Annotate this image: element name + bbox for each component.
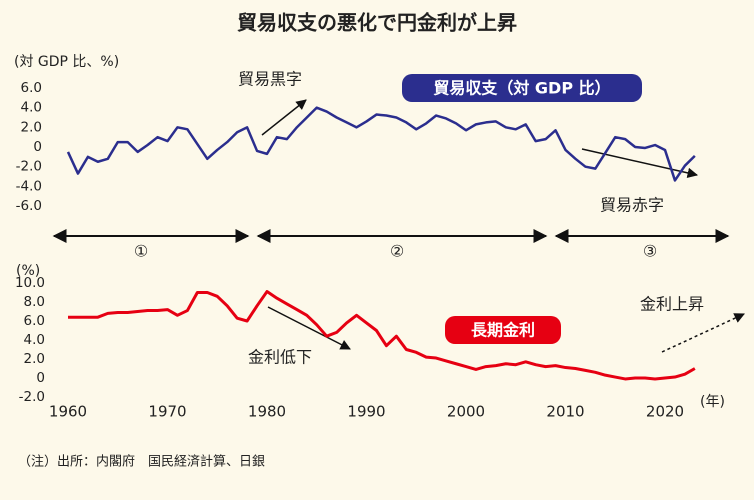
data-line <box>68 290 696 381</box>
x-tick-label: 1960 <box>49 403 87 421</box>
y-tick-label: 4.0 <box>21 100 42 116</box>
annotation: 金利上昇 <box>640 295 704 314</box>
y-axis-label: (対 GDP 比、%) <box>14 54 119 70</box>
y-tick-label: 10.0 <box>15 275 45 291</box>
y-axis-label: (%) <box>16 263 40 279</box>
annotation: 貿易赤字 <box>600 196 664 215</box>
chart-title: 貿易収支の悪化で円金利が上昇 <box>237 11 517 35</box>
y-tick-label: 0 <box>33 139 42 155</box>
x-tick-label: 1990 <box>347 403 385 421</box>
legend-label: 貿易収支（対 GDP 比） <box>433 79 610 98</box>
y-tick-label: -2.0 <box>16 159 42 175</box>
legend-box <box>402 74 642 102</box>
legend-label: 長期金利 <box>471 321 535 340</box>
x-axis-label: (年) <box>700 394 725 410</box>
annotation-arrow <box>267 306 351 350</box>
y-tick-label: 6.0 <box>24 313 45 329</box>
y-tick-label: 6.0 <box>21 80 42 96</box>
y-tick-label: 8.0 <box>24 294 45 310</box>
annotation: 金利低下 <box>248 348 312 367</box>
x-tick-label: 2010 <box>546 403 584 421</box>
y-tick-label: 2.0 <box>24 351 45 367</box>
x-tick-label: 2000 <box>447 403 485 421</box>
x-tick-label: 1970 <box>148 403 186 421</box>
x-tick-label: 2020 <box>646 403 684 421</box>
annotation-arrow <box>661 313 745 353</box>
annotation-arrow <box>581 148 699 179</box>
y-tick-label: 0 <box>36 370 45 386</box>
y-tick-label: -6.0 <box>16 198 42 214</box>
note: （注）出所：内閣府 国民経済計算、日銀 <box>18 454 265 470</box>
y-tick-label: -2.0 <box>19 389 45 405</box>
y-tick-label: -4.0 <box>16 178 42 194</box>
y-tick-label: 2.0 <box>21 119 42 135</box>
annotation: 貿易黒字 <box>238 70 302 89</box>
period-label: ② <box>390 242 404 261</box>
legend-box <box>445 316 561 344</box>
period-label: ① <box>134 242 148 261</box>
data-line <box>66 106 696 182</box>
y-tick-label: 4.0 <box>24 332 45 348</box>
x-tick-label: 1980 <box>248 403 286 421</box>
period-label: ③ <box>643 242 657 261</box>
annotation-arrow <box>261 99 307 136</box>
